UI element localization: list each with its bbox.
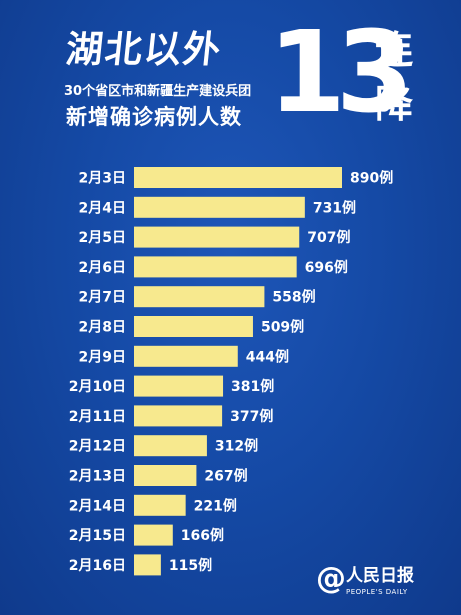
value-label: 115例 bbox=[169, 557, 212, 574]
value-label: 312例 bbox=[215, 438, 258, 455]
category-label: 2月7日 bbox=[79, 290, 126, 306]
at-sign-icon: @ bbox=[316, 561, 346, 596]
bar bbox=[134, 226, 300, 248]
bar bbox=[134, 286, 265, 308]
subtitle-regions: 30个省区市和新疆生产建设兵团 bbox=[64, 84, 252, 99]
value-label: 267例 bbox=[204, 468, 247, 485]
header: 湖北以外 30个省区市和新疆生产建设兵团 新增确诊病例人数 13 连 降 bbox=[0, 0, 461, 150]
side-word-consecutive: 连 bbox=[375, 28, 414, 72]
peoples-daily-logo: @ 人民日报 PEOPLE'S DAILY bbox=[316, 562, 446, 602]
bar bbox=[134, 524, 173, 546]
value-label: 166例 bbox=[181, 527, 224, 544]
big-number: 13 bbox=[268, 8, 414, 138]
category-label: 2月4日 bbox=[79, 200, 126, 216]
category-label: 2月11日 bbox=[69, 409, 126, 425]
category-label: 2月5日 bbox=[79, 230, 126, 246]
bar bbox=[134, 494, 186, 516]
value-label: 890例 bbox=[350, 170, 393, 187]
bar bbox=[134, 316, 253, 337]
category-label: 2月8日 bbox=[79, 320, 126, 336]
category-label: 2月15日 bbox=[69, 528, 126, 544]
bar bbox=[134, 435, 207, 457]
category-label: 2月10日 bbox=[69, 379, 126, 395]
value-label: 509例 bbox=[261, 319, 304, 336]
category-label: 2月14日 bbox=[69, 498, 126, 514]
value-label: 381例 bbox=[231, 378, 274, 395]
logo-en-text: PEOPLE'S DAILY bbox=[346, 588, 408, 596]
bar bbox=[134, 375, 224, 397]
value-label: 558例 bbox=[272, 289, 315, 306]
value-label: 377例 bbox=[230, 408, 273, 425]
bar bbox=[134, 196, 305, 218]
value-label: 696例 bbox=[305, 259, 348, 276]
side-word-decline: 降 bbox=[375, 82, 414, 126]
value-label: 221例 bbox=[194, 497, 237, 514]
value-label: 707例 bbox=[307, 229, 350, 246]
value-label: 731例 bbox=[313, 199, 356, 216]
bar bbox=[134, 345, 238, 367]
logo-cn-text: 人民日报 bbox=[346, 566, 414, 586]
category-label: 2月16日 bbox=[69, 558, 126, 574]
bar bbox=[134, 256, 297, 278]
bar bbox=[134, 405, 223, 427]
category-label: 2月6日 bbox=[79, 260, 126, 276]
category-label: 2月3日 bbox=[79, 171, 126, 187]
value-label: 444例 bbox=[246, 348, 289, 365]
bar bbox=[134, 167, 342, 188]
bar bbox=[134, 465, 197, 486]
category-label: 2月12日 bbox=[69, 439, 126, 455]
category-label: 2月9日 bbox=[79, 349, 126, 365]
bar bbox=[134, 554, 161, 576]
category-label: 2月13日 bbox=[69, 469, 126, 485]
subtitle-new-cases: 新增确诊病例人数 bbox=[66, 105, 242, 129]
